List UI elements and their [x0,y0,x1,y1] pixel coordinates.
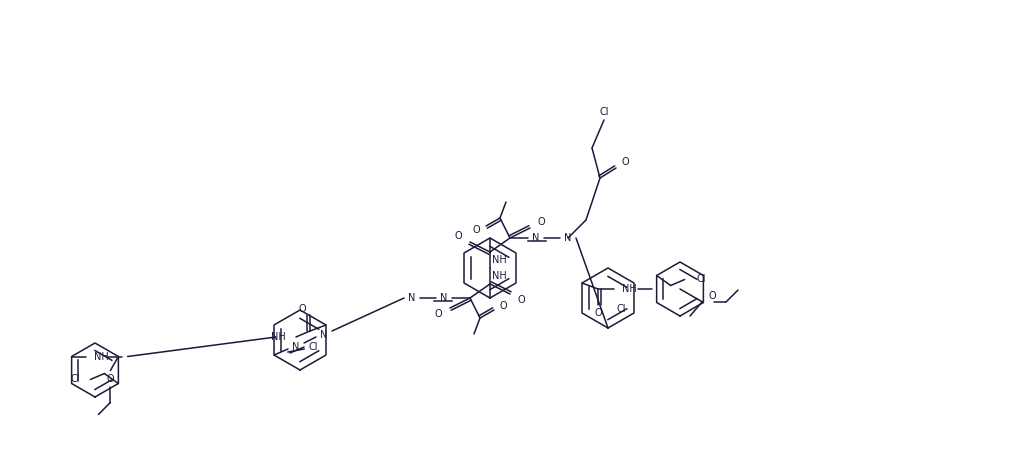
Text: N: N [440,293,448,303]
Text: N: N [409,293,416,303]
Text: O: O [538,217,545,227]
Text: NH: NH [622,284,637,294]
Text: Cl: Cl [71,374,80,384]
Text: O: O [622,157,630,167]
Text: N: N [320,330,327,340]
Text: Cl: Cl [697,275,706,284]
Text: O: O [298,304,306,314]
Text: NH: NH [492,255,506,265]
Text: NH: NH [492,271,506,281]
Text: O: O [107,374,114,383]
Text: O: O [518,295,526,305]
Text: NH: NH [94,351,108,362]
Text: O: O [500,301,507,311]
Text: O: O [594,308,602,318]
Text: N: N [292,342,299,352]
Text: O: O [455,231,462,241]
Text: Cl: Cl [599,107,609,117]
Text: Cl: Cl [309,342,318,352]
Text: O: O [472,225,480,235]
Text: N: N [532,233,539,243]
Text: NH: NH [272,332,286,342]
Text: Cl: Cl [616,304,626,314]
Text: O: O [708,291,715,301]
Text: N: N [564,233,572,243]
Text: O: O [434,309,442,319]
